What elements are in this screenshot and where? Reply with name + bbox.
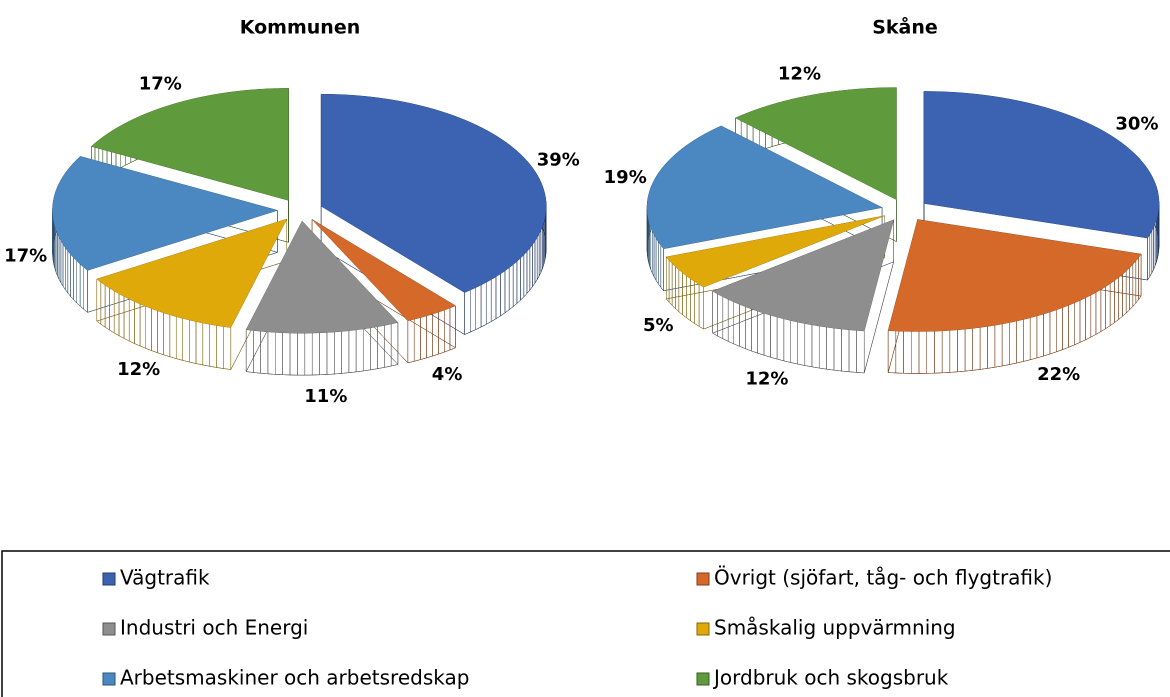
legend-swatch xyxy=(696,572,710,586)
pie-slice xyxy=(647,125,883,249)
data-label: 5% xyxy=(643,315,674,336)
legend-label: Industri och Energi xyxy=(120,616,308,640)
pie-slice xyxy=(246,221,398,334)
pie-slice xyxy=(735,87,897,200)
pie-slice xyxy=(96,219,287,328)
data-label: 12% xyxy=(745,369,788,390)
chart-title: Kommunen xyxy=(240,17,361,39)
data-label: 12% xyxy=(117,359,160,380)
pie-slice xyxy=(52,156,278,271)
legend-swatch xyxy=(102,622,116,636)
data-label: 22% xyxy=(1037,364,1080,385)
legend-label: Småskalig uppvärmning xyxy=(714,616,956,640)
pie-slice xyxy=(312,219,456,321)
pie-slice xyxy=(666,215,885,288)
data-label: 11% xyxy=(304,386,347,407)
legend-swatch xyxy=(696,672,710,686)
data-label: 39% xyxy=(537,150,580,171)
legend-swatch xyxy=(102,572,116,586)
pie-slice xyxy=(91,88,289,201)
data-label: 19% xyxy=(604,167,647,188)
legend-label: Övrigt (sjöfart, tåg- och flygtrafik) xyxy=(714,566,1052,590)
legend-label: Vägtrafik xyxy=(120,566,210,590)
data-label: 17% xyxy=(4,246,47,267)
legend-label: Jordbruk och skogsbruk xyxy=(712,666,949,690)
legend-box xyxy=(1,550,1170,697)
data-label: 4% xyxy=(432,364,463,385)
legend-swatch xyxy=(696,622,710,636)
pie-slice xyxy=(888,219,1142,332)
data-label: 12% xyxy=(778,64,821,85)
data-label: 17% xyxy=(139,74,182,95)
legend-label: Arbetsmaskiner och arbetsredskap xyxy=(120,666,469,690)
pie-slice xyxy=(712,219,894,331)
chart-title: Skåne xyxy=(872,15,938,39)
pie-slice xyxy=(321,94,547,293)
data-label: 30% xyxy=(1115,113,1158,134)
pie-slice xyxy=(924,91,1159,239)
legend-swatch xyxy=(102,672,116,686)
